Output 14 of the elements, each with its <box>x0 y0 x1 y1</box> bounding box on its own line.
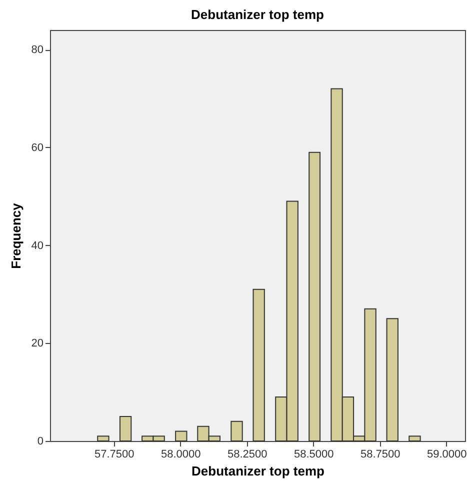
x-tick-label: 57.7500 <box>94 448 134 460</box>
x-axis-title: Debutanizer top temp <box>192 464 324 478</box>
x-tick-label: 58.2500 <box>227 448 268 460</box>
y-tick-label: 20 <box>31 338 44 350</box>
y-tick-label: 60 <box>31 142 44 154</box>
x-tick-label: 58.0000 <box>160 448 201 460</box>
chart-title: Debutanizer top temp <box>191 7 324 22</box>
y-tick-label: 80 <box>31 44 44 56</box>
y-tick-label: 40 <box>31 240 44 252</box>
x-tick-label: 58.7500 <box>360 448 400 460</box>
x-tick-label: 58.5000 <box>294 448 334 460</box>
x-tick-label: 59.0000 <box>426 448 467 460</box>
y-tick-label: 0 <box>37 436 44 448</box>
y-axis-title: Frequency <box>8 202 24 269</box>
